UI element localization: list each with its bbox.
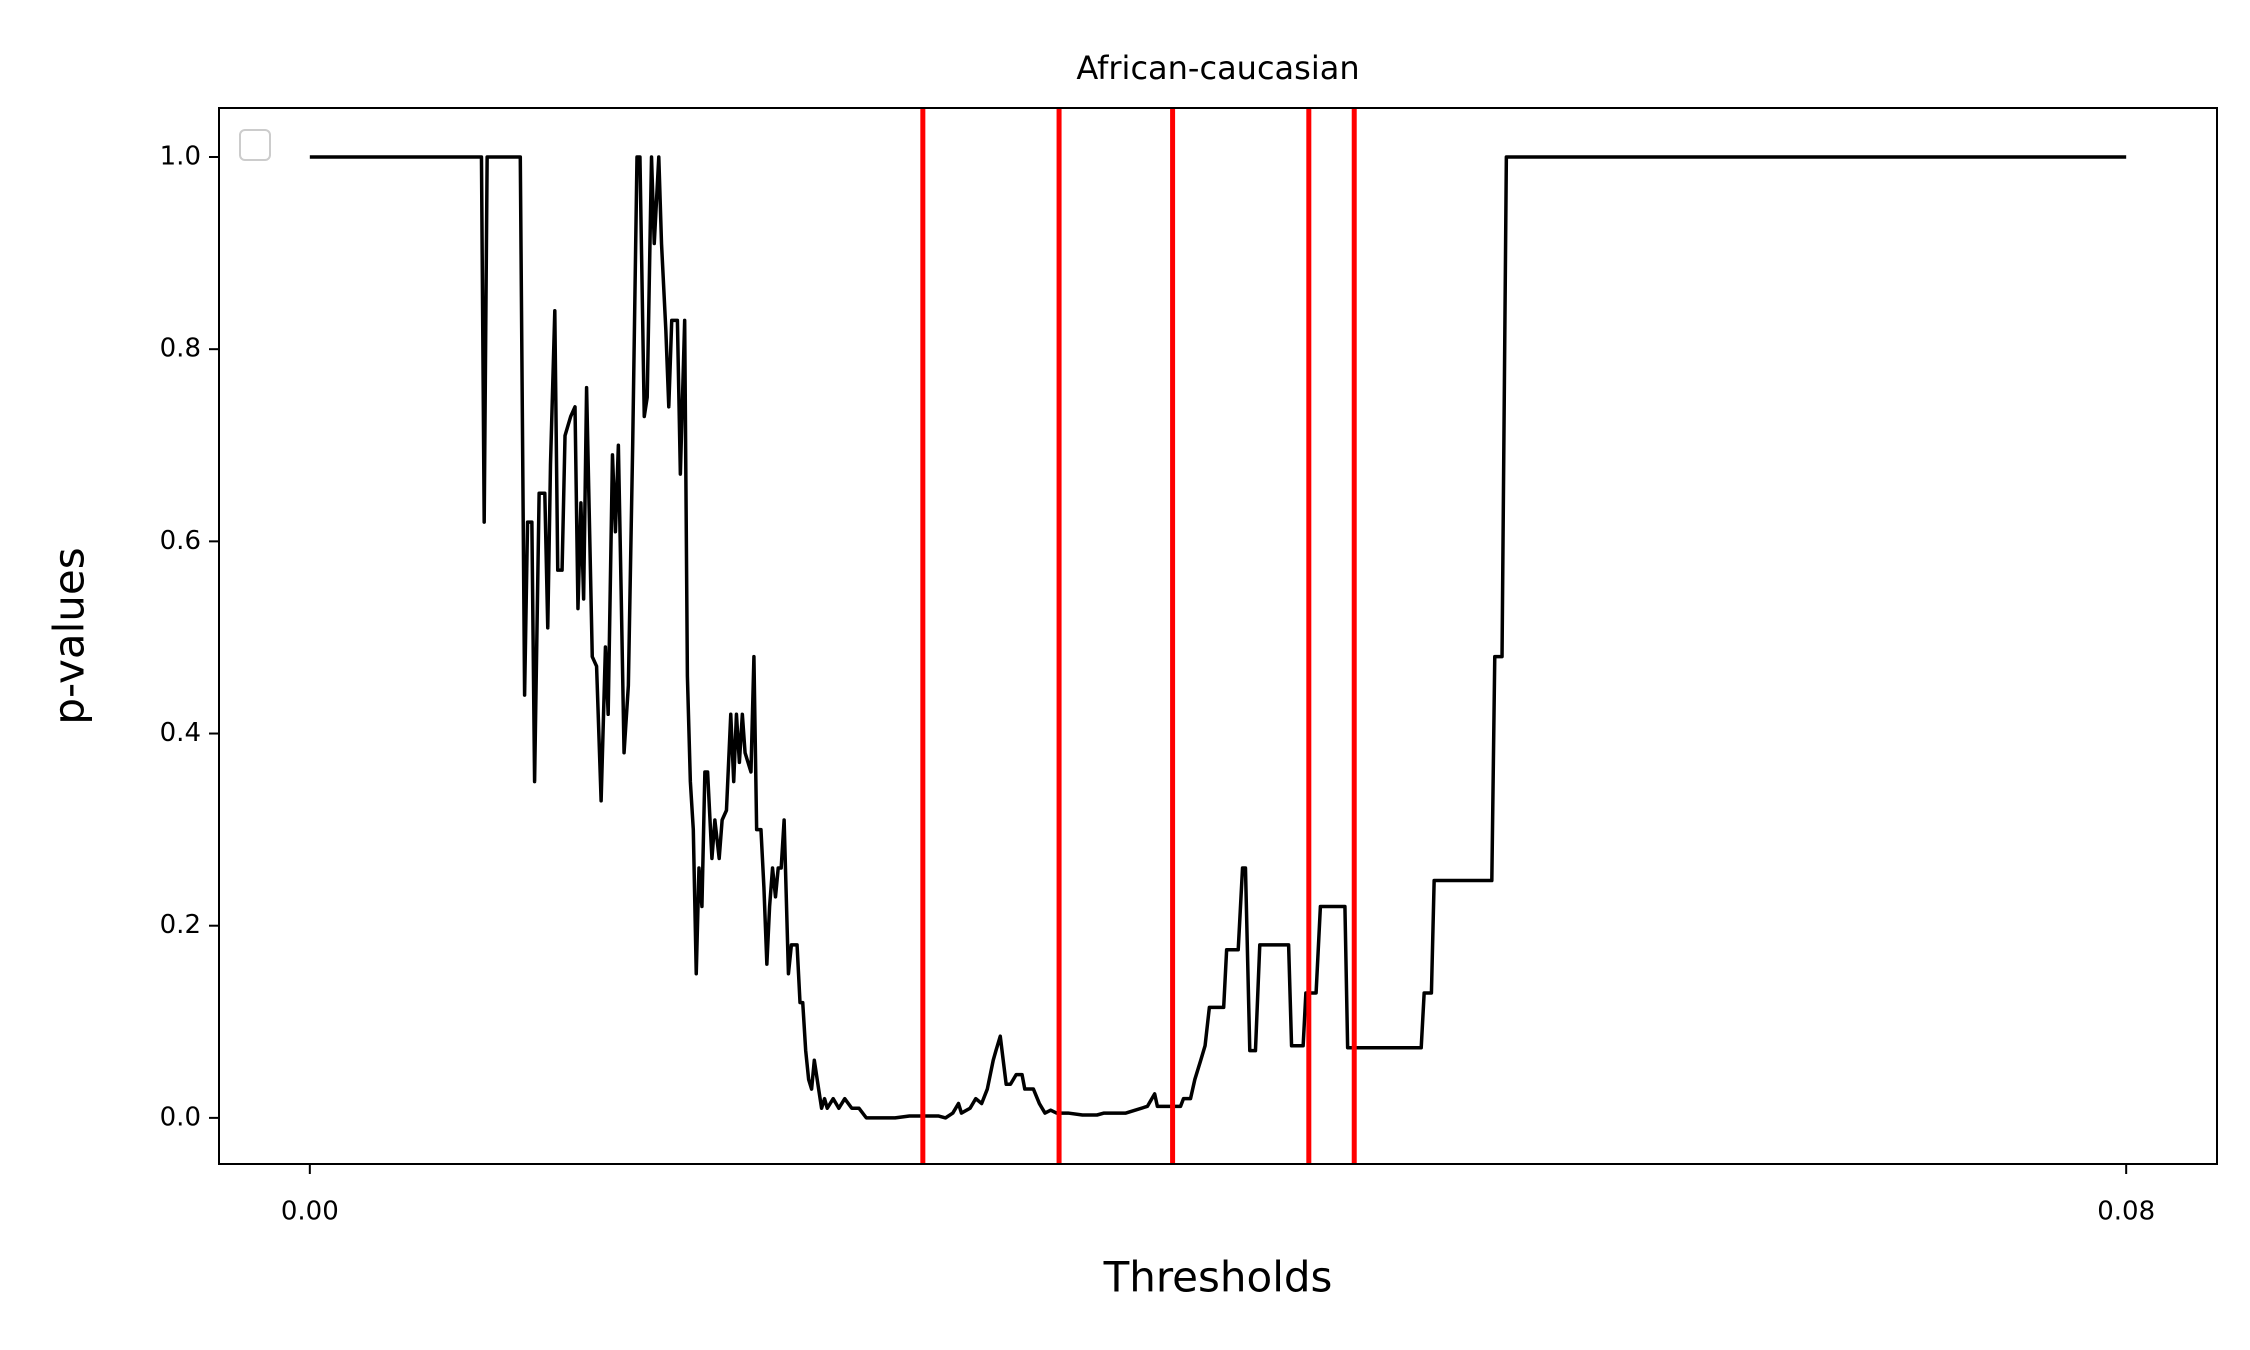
y-axis-label: p-values xyxy=(45,547,94,724)
y-tick-label: 0.2 xyxy=(160,910,201,940)
x-axis-label: Thresholds xyxy=(1103,1253,1333,1302)
y-tick-label: 0.8 xyxy=(160,334,201,364)
plot-area xyxy=(309,108,2127,1164)
y-tick-label: 1.0 xyxy=(160,142,201,172)
y-tick-label: 0.4 xyxy=(160,718,201,748)
y-tick-label: 0.6 xyxy=(160,526,201,556)
x-tick-label: 0.08 xyxy=(2097,1197,2155,1227)
x-tick-label: 0.00 xyxy=(281,1197,339,1227)
legend-box xyxy=(239,129,271,161)
axes-frame xyxy=(218,107,2218,1165)
chart-title: African-caucasian xyxy=(1076,49,1359,87)
y-tick-label: 0.0 xyxy=(160,1102,201,1132)
data-line xyxy=(309,155,2127,1120)
